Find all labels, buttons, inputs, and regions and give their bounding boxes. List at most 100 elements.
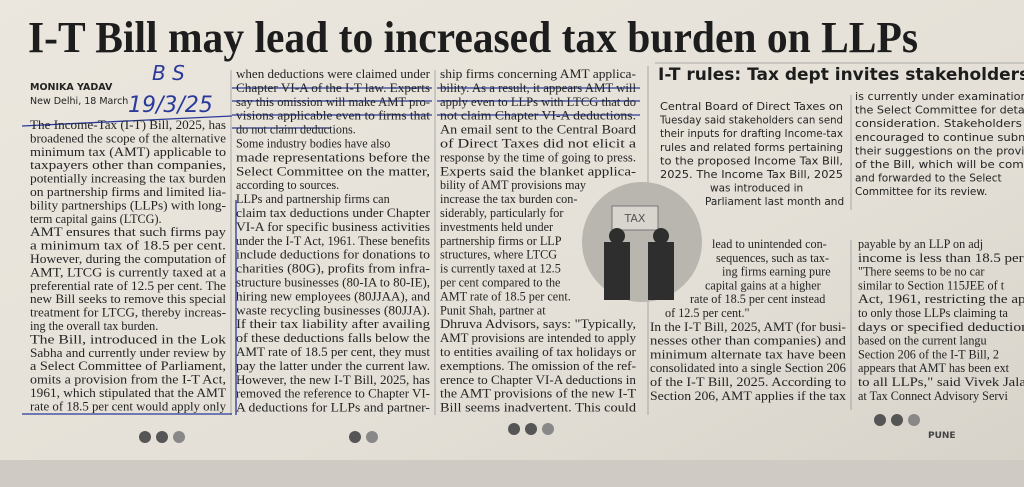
body-line: However, during the computation of: [30, 252, 227, 266]
body-line: taxpayers other than companies,: [30, 158, 226, 172]
body-line: bility. As a result, it appears AMT will: [440, 81, 637, 95]
body-line: rules and related forms pertaining: [660, 142, 843, 154]
body-line: was introduced in: [710, 183, 803, 195]
body-line: Punit Shah, partner at: [440, 303, 546, 317]
body-line: erence to Chapter VI-A deductions in: [440, 373, 636, 387]
body-line: In the I-T Bill, 2025, AMT (for busi-: [650, 320, 846, 334]
body-line: Select Committee on the matter,: [236, 164, 430, 178]
body-line: bility partnerships (LLPs) with long-: [30, 198, 226, 212]
body-line: Tuesday said stakeholders can send: [659, 115, 843, 127]
body-line: A deductions for LLPs and partner-: [236, 401, 430, 415]
body-line: to all LLPs," said Vivek Jalan, p: [858, 375, 1024, 389]
headline: I-T Bill may lead to increased tax burde…: [28, 13, 918, 62]
body-line: under the I-T Act, 1961. These benefits: [236, 234, 430, 248]
body-line: of the I-T Bill, 2025. According to: [650, 375, 846, 389]
body-line: Section 206 of the I-T Bill, 2: [858, 347, 999, 361]
body-line: Bill seems inadvertent. This could: [440, 401, 636, 415]
body-line: bility of AMT provisions may: [440, 178, 587, 192]
body-line: Sabha and currently under review by: [30, 346, 227, 360]
body-line: If their tax liability after availing: [236, 317, 430, 331]
body-line: Committee for its review.: [855, 186, 987, 198]
body-line: "There seems to be no car: [858, 265, 984, 279]
body-line: payable by an LLP on adj: [858, 237, 983, 251]
body-line: visions applicable even to firms that: [236, 109, 431, 123]
body-line: Chapter VI-A of the I-T law. Experts: [236, 81, 430, 95]
body-line: Central Board of Direct Taxes on: [660, 101, 843, 113]
illustration: TAX: [582, 182, 702, 302]
body-line: is currently under examination by: [855, 91, 1024, 103]
body-line: LLPs and partnership firms can: [236, 192, 390, 206]
body-line: Dhruva Advisors, says: "Typically,: [440, 317, 636, 331]
body-line: new Bill seeks to remove this special: [30, 292, 227, 306]
body-line: minimum alternate tax have been: [650, 347, 846, 361]
body-line: minimum tax (AMT) applicable to: [30, 145, 226, 159]
body-line: AMT rate of 18.5 per cent, they must: [236, 345, 431, 359]
body-line: potentially increasing the tax burden: [30, 172, 226, 186]
body-line: encouraged to continue submitti: [855, 132, 1024, 144]
body-line: response by the time of going to press.: [440, 150, 636, 164]
body-line: nesses other than companies) and: [650, 334, 846, 348]
body-line: AMT rate of 18.5 per cent.: [440, 289, 571, 303]
body-line: and forwarded to the Select: [855, 173, 1002, 185]
body-line: VI-A for specific business activities: [236, 220, 430, 234]
body-line: AMT ensures that such firms pay: [30, 225, 227, 239]
body-line: made representations before the: [236, 150, 430, 164]
body-line: partnership firms or LLP: [440, 234, 562, 248]
body-line: on partnership firms and limited lia-: [30, 185, 226, 199]
body-line: The Income-Tax (I-T) Bill, 2025, has: [30, 118, 226, 132]
body-line: of Direct Taxes did not elicit a: [440, 137, 637, 151]
body-line: consolidated into a single Section 206: [650, 361, 846, 375]
body-line: appears that AMT has been ext: [858, 361, 1010, 375]
body-line: to entities availing of tax holidays or: [440, 345, 636, 359]
body-line: income is less than 18.5 per cen: [858, 251, 1024, 265]
body-line: claim tax deductions under Chapter: [236, 206, 430, 220]
body-line: their suggestions on the provisior: [855, 145, 1024, 157]
table-surface: [0, 460, 1024, 487]
body-line: removed the reference to Chapter VI-: [236, 387, 430, 401]
sidebar-title: I-T rules: Tax dept invites stakeholders…: [658, 65, 1024, 85]
body-line: to the proposed Income Tax Bill,: [660, 155, 843, 167]
body-line: capital gains at a higher: [705, 278, 821, 292]
body-line: AMT, LTCG is currently taxed at a: [30, 265, 227, 279]
image-label: TAX: [624, 212, 646, 225]
body-line: a Select Committee of Parliament,: [30, 359, 226, 373]
handwritten-date: 19/3/25: [128, 93, 213, 118]
body-line: ing firms earning pure: [722, 265, 831, 279]
body-line: per cent compared to the: [440, 276, 560, 290]
body-line: charities (80G), profits from infra-: [236, 262, 430, 276]
body-line: say this omission will make AMT pro-: [236, 95, 430, 109]
body-line: hiring new employees (80JJAA), and: [236, 289, 430, 303]
body-line: increase the tax burden con-: [440, 192, 577, 206]
body-line: the AMT provisions of the new I-T: [440, 387, 637, 401]
body-line: of these deductions falls below the: [236, 331, 430, 345]
body-line: lead to unintended con-: [712, 237, 827, 251]
body-line: 1961, which stipulated that the AMT: [30, 386, 227, 400]
body-line: to only those LLPs claiming ta: [858, 306, 1009, 320]
body-line: include deductions for donations to: [236, 248, 430, 262]
body-line: according to sources.: [236, 178, 339, 192]
body-line: Parliament last month and: [705, 196, 844, 208]
body-line: of the Bill, which will be compile: [855, 159, 1024, 171]
body-line: at Tax Connect Advisory Servi: [858, 389, 1009, 403]
dateline: New Delhi, 18 March: [30, 96, 128, 107]
body-line: investments held under: [440, 220, 553, 234]
body-line: based on the current langu: [858, 334, 987, 348]
handwritten-initials: B S: [152, 61, 185, 85]
body-line: rate of 18.5 per cent instead: [690, 292, 825, 306]
body-line: is currently taxed at 12.5: [440, 262, 561, 276]
page-dots: [139, 414, 920, 443]
body-line: a minimum tax of 18.5 per cent.: [30, 239, 226, 253]
body-line: their inputs for drafting Income-tax: [660, 128, 843, 140]
body-line: similar to Section 115JEE of t: [858, 278, 1005, 292]
body-line: Some industry bodies have also: [236, 137, 390, 151]
body-line: preferential rate of 12.5 per cent. The: [30, 279, 226, 293]
body-line: Experts said the blanket applica-: [440, 164, 636, 178]
body-line: broadened the scope of the alternative: [30, 131, 226, 145]
body-line: 2025. The Income Tax Bill, 2025: [660, 169, 843, 181]
body-line: days or specified deductions. I: [858, 320, 1024, 334]
footer: PUNE: [928, 431, 956, 441]
body-line: However, the new I-T Bill, 2025, has: [236, 373, 430, 387]
body-line: not claim Chapter VI-A deductions.: [440, 109, 636, 123]
